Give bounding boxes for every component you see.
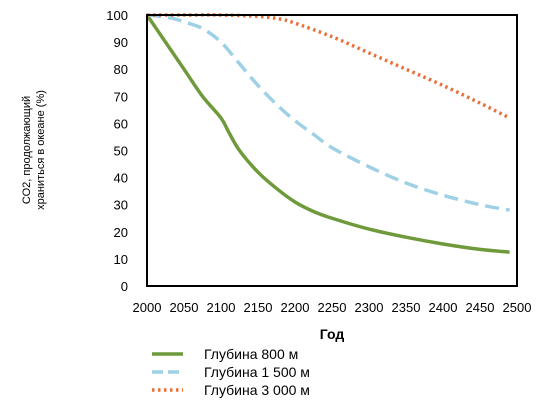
legend: Глубина 800 м Глубина 1 500 м Глубина 3 00… <box>152 346 310 398</box>
y-tick-labels: 0 10 20 30 40 50 60 70 80 90 100 <box>106 8 128 294</box>
x-tick-label: 2450 <box>466 300 495 315</box>
series-line <box>146 13 510 212</box>
x-tick-label: 2350 <box>392 300 421 315</box>
y-tick-label: 50 <box>114 144 128 159</box>
x-tick-labels: 2000 2050 2100 2150 2200 2250 2300 2350 2400 2450… <box>133 300 532 315</box>
legend-label: Глубина 3 000 м <box>204 382 310 398</box>
y-tick-label: 80 <box>114 62 128 77</box>
x-tick-label: 2000 <box>133 300 162 315</box>
y-axis-label: СО2, продолжающий храниться в океане (%) <box>21 90 47 210</box>
series-line <box>145 14 510 254</box>
y-tick-label: 40 <box>114 171 128 186</box>
legend-label: Глубина 1 500 м <box>204 364 310 380</box>
y-tick-label: 100 <box>106 8 128 23</box>
x-tick-label: 2250 <box>318 300 347 315</box>
x-tick-label: 2300 <box>355 300 384 315</box>
plot-frame <box>146 14 518 287</box>
y-axis-label-line: храниться в океане (%) <box>35 90 47 210</box>
x-axis-label: Год <box>320 326 345 342</box>
y-tick-label: 10 <box>114 252 128 267</box>
y-axis-label-line: СО2, продолжающий <box>21 96 33 204</box>
series-line <box>147 13 511 120</box>
x-tick-label: 2500 <box>503 300 532 315</box>
y-tick-label: 60 <box>114 116 128 131</box>
x-tick-label: 2050 <box>170 300 199 315</box>
y-tick-label: 0 <box>121 279 128 294</box>
x-tick-label: 2150 <box>244 300 273 315</box>
x-tick-label: 2400 <box>429 300 458 315</box>
legend-label: Глубина 800 м <box>204 346 298 362</box>
x-tick-label: 2200 <box>281 300 310 315</box>
y-tick-label: 30 <box>114 198 128 213</box>
y-tick-label: 90 <box>114 35 128 50</box>
y-tick-label: 70 <box>114 89 128 104</box>
x-tick-label: 2100 <box>207 300 236 315</box>
series-lines <box>145 13 511 254</box>
y-tick-label: 20 <box>114 225 128 240</box>
